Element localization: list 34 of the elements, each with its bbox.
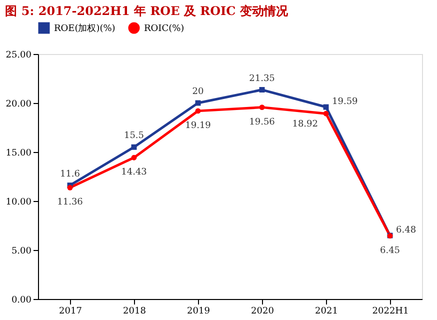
chart-title: 图 5: 2017-2022H1 年 ROE 及 ROIC 变动情况 [5,4,289,18]
data-label: 14.43 [121,168,148,178]
y-tick-label: 0.00 [11,296,32,306]
data-label: 19.59 [332,97,358,108]
x-tick-label: 2020 [251,306,274,316]
point [195,108,201,114]
x-tick-label: 2018 [123,306,146,316]
data-label: 21.35 [249,74,276,84]
data-label: 19.19 [185,120,212,131]
point [131,144,137,150]
y-tick-label: 25.00 [6,50,32,60]
data-label: 15.5 [124,131,144,142]
point [323,104,329,110]
data-label: 6.45 [380,246,400,256]
x-tick-label: 2022H1 [372,306,409,316]
x-tick-label: 2017 [59,306,82,316]
legend-label: ROE(加权)(%) [54,23,116,34]
point [259,87,265,93]
y-tick-label: 15.00 [6,148,32,158]
data-label: 19.56 [249,117,276,128]
y-tick-label: 5.00 [11,246,32,256]
data-label: 18.92 [292,120,318,130]
legend-label: ROIC(%) [144,24,184,34]
y-tick-label: 20.00 [6,100,32,110]
data-label: 11.36 [57,198,84,208]
point [131,154,137,160]
x-tick-label: 2021 [315,306,338,316]
point [259,104,265,110]
point [323,110,329,116]
y-tick-label: 10.00 [6,198,32,208]
data-label: 20 [192,87,204,97]
x-tick-label: 2019 [187,306,210,316]
data-label: 11.6 [60,169,80,180]
data-label: 6.48 [396,225,416,236]
